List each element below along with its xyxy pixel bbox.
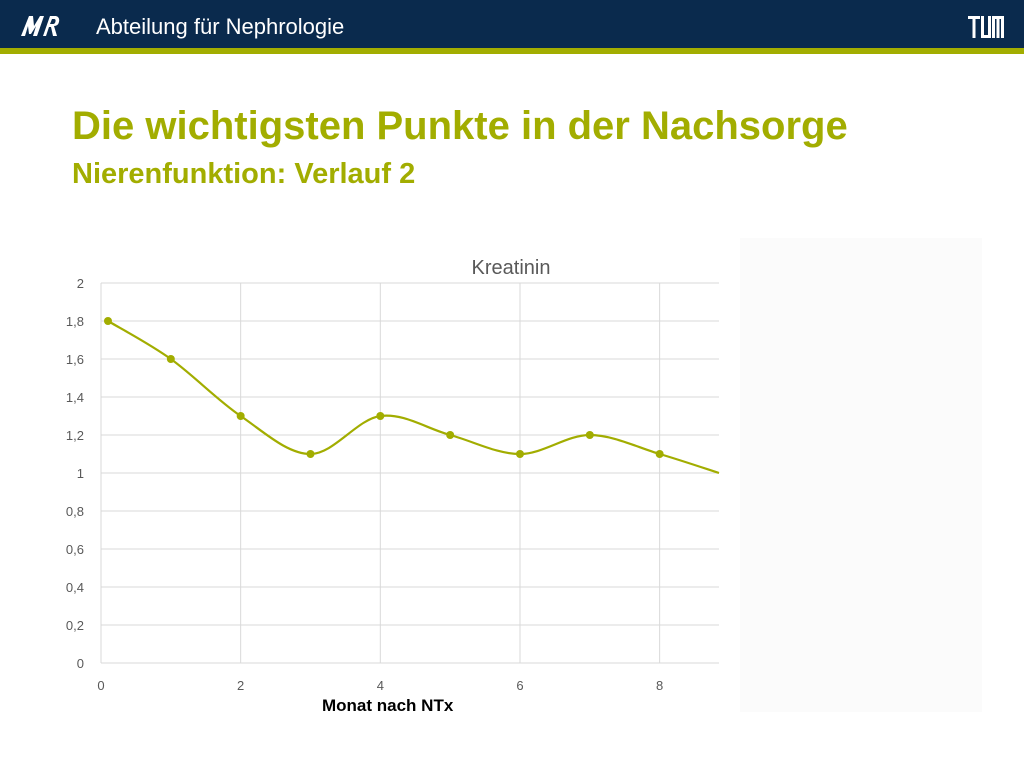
- tum-logo: [968, 16, 1004, 38]
- x-tick-label: 6: [516, 678, 523, 693]
- y-tick-label: 0,4: [66, 580, 84, 595]
- data-point-marker: [306, 450, 315, 458]
- x-tick-label: 8: [656, 678, 663, 693]
- data-point-marker: [515, 450, 524, 458]
- x-tick-label: 2: [237, 678, 244, 693]
- chart-title: Kreatinin: [472, 257, 551, 279]
- header-bar: Abteilung für Nephrologie: [0, 0, 1024, 48]
- y-tick-label: 0,8: [66, 504, 84, 519]
- x-tick-label: 4: [377, 678, 384, 693]
- y-tick-label: 1,4: [66, 390, 84, 405]
- y-tick-label: 0,2: [66, 618, 84, 633]
- y-tick-label: 1,2: [66, 428, 84, 443]
- y-tick-label: 1,6: [66, 352, 84, 367]
- chart-area: 0 0,2 0,4 0,6 0,8 1 1,2 1,4 1,6 1,8 2 0 2 4 6 8 Kreatin…: [22, 238, 982, 716]
- data-point-marker: [236, 412, 245, 420]
- data-point-marker: [655, 450, 664, 458]
- kreatinin-series-line: [107, 320, 720, 475]
- slide-title: Die wichtigsten Punkte in der Nachsorge: [72, 104, 848, 148]
- data-point-marker: [446, 431, 455, 439]
- header-accent-stripe: [0, 48, 1024, 54]
- y-tick-label: 2: [77, 276, 84, 291]
- kreatinin-line-chart: 0 0,2 0,4 0,6 0,8 1 1,2 1,4 1,6 1,8 2 0 2 4 6 8 Kreatin…: [66, 257, 720, 693]
- chart-background: [740, 238, 982, 712]
- y-tick-label: 0,6: [66, 542, 84, 557]
- grid-layer: [100, 282, 719, 664]
- slide-subtitle: Nierenfunktion: Verlauf 2: [72, 158, 416, 190]
- series-layer: [103, 317, 720, 475]
- data-point-marker: [376, 412, 385, 420]
- data-point-marker: [166, 355, 175, 363]
- y-tick-label: 0: [77, 656, 84, 671]
- y-tick-label: 1,8: [66, 314, 84, 329]
- mri-logo: [21, 16, 60, 36]
- axis-layer: 0 0,2 0,4 0,6 0,8 1 1,2 1,4 1,6 1,8 2 0 2 4 6 8: [66, 276, 663, 693]
- y-tick-label: 1: [77, 466, 84, 481]
- data-point-marker: [585, 431, 594, 439]
- data-point-marker: [103, 317, 112, 325]
- x-tick-label: 0: [97, 678, 104, 693]
- x-axis-label: Monat nach NTx: [322, 696, 454, 715]
- department-name: Abteilung für Nephrologie: [96, 14, 345, 39]
